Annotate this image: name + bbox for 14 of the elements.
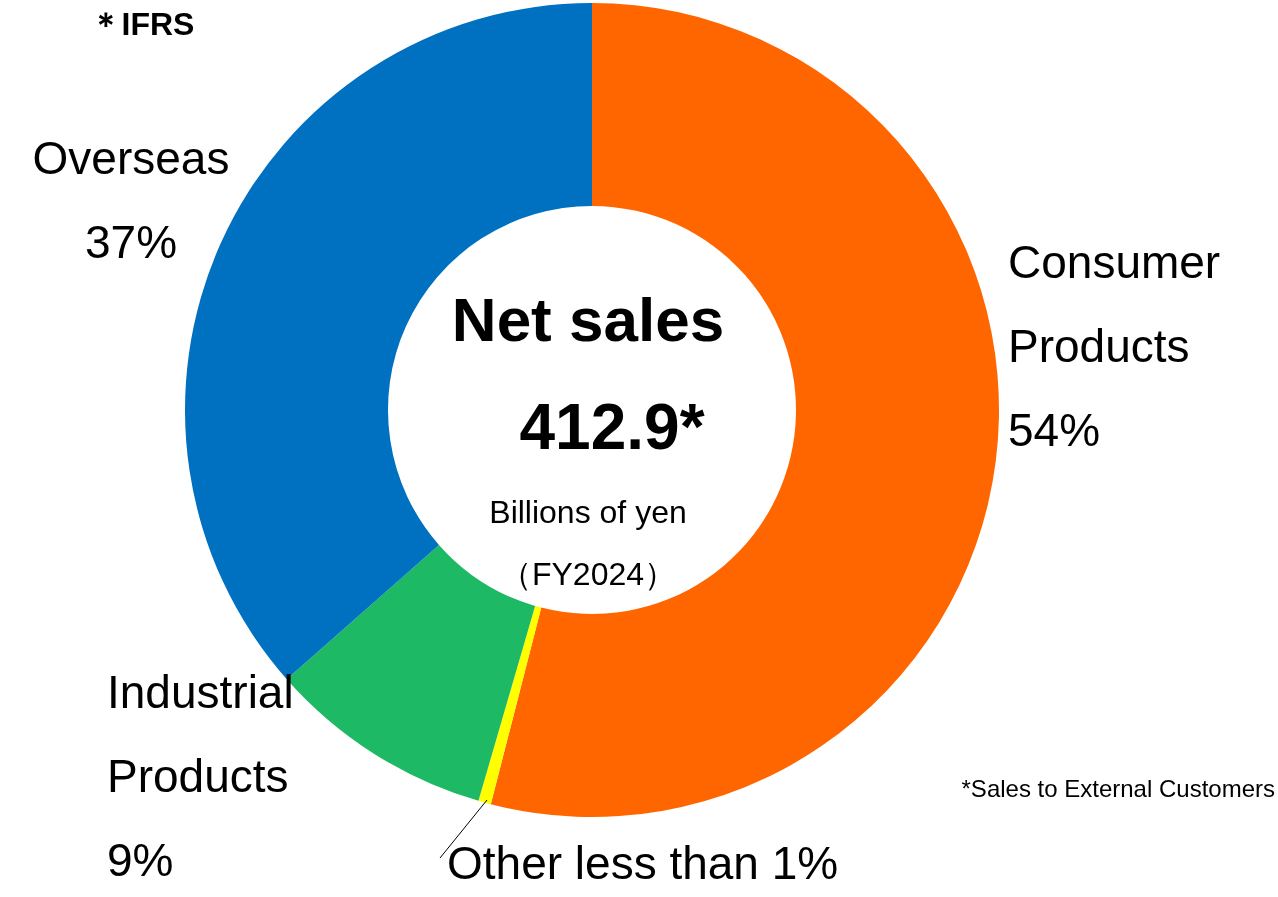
slice-label: Consumer Products [1008,236,1221,372]
slice-label: Other less than 1% [447,837,839,889]
text: （FY2024） [499,556,677,592]
text: ＊IFRS [89,6,195,42]
slice-label: Overseas [32,132,230,184]
donut-slice [478,605,542,805]
text: Net sales [451,285,725,354]
slice-label: Industrial Products [107,666,294,802]
data-label: 54% [1008,404,1101,456]
text: Billions of yen [489,494,687,530]
text: 412.9* [519,391,705,463]
text: *Sales to External Customers [961,775,1275,802]
data-label: 37% [84,216,178,268]
data-label: 9% [107,834,174,886]
